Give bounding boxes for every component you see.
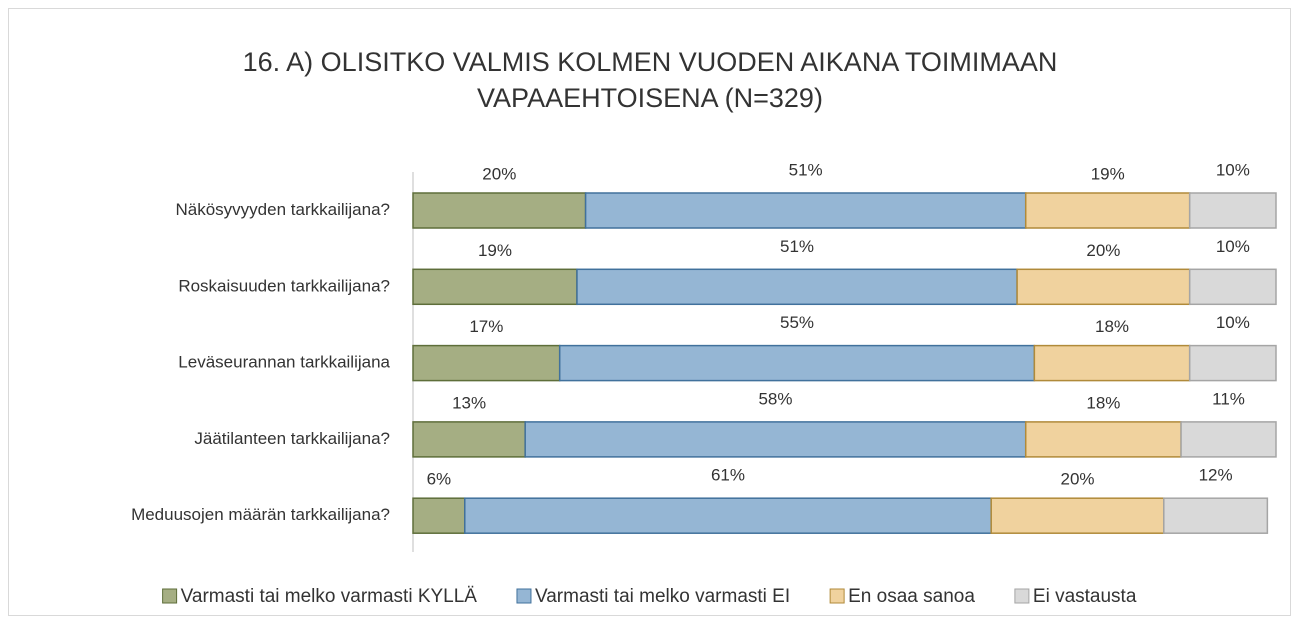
value-label: 6% [427, 470, 452, 489]
legend-swatch [829, 588, 845, 604]
value-label: 51% [780, 237, 814, 256]
value-label: 12% [1199, 466, 1233, 485]
bar-segment [990, 497, 1165, 534]
category-label: Meduusojen määrän tarkkailijana? [131, 505, 390, 524]
bar-segment [576, 268, 1018, 306]
legend-label: Varmasti tai melko varmasti KYLLÄ [181, 586, 478, 607]
chart-frame [8, 8, 1291, 616]
bar-segment [1188, 268, 1277, 306]
value-label: 18% [1095, 317, 1129, 336]
bar-segment [1033, 344, 1191, 382]
category-label: Leväseurannan tarkkailijana [178, 353, 390, 372]
legend-label: Varmasti tai melko varmasti EI [535, 586, 790, 607]
legend-swatch [162, 588, 178, 604]
category-label: Jäätilanteen tarkkailijana? [194, 429, 390, 448]
bar-segment [524, 421, 1027, 458]
legend-label: Ei vastausta [1033, 586, 1137, 607]
bar-segment [1016, 268, 1191, 306]
bar-segment [412, 497, 466, 534]
bar-segment [412, 344, 561, 382]
bar-segment [1024, 421, 1182, 458]
bar-segment [584, 192, 1027, 229]
bar-segment [1024, 192, 1191, 229]
value-label: 10% [1216, 160, 1250, 179]
value-label: 17% [469, 317, 503, 336]
legend-swatch [516, 588, 532, 604]
bar-segment [1188, 344, 1277, 382]
value-label: 58% [758, 389, 792, 408]
bar-segment [412, 421, 526, 458]
value-label: 11% [1212, 389, 1245, 408]
bar-segment [464, 497, 992, 534]
value-label: 55% [780, 313, 814, 332]
bar-segment [558, 344, 1036, 382]
value-label: 61% [711, 466, 745, 485]
bar-segment [412, 268, 578, 306]
chart-title: 16. A) OLISITKO VALMIS KOLMEN VUODEN AIK… [242, 47, 1058, 113]
value-label: 10% [1216, 313, 1250, 332]
value-label: 19% [1091, 164, 1125, 183]
value-label: 20% [1060, 470, 1094, 489]
value-label: 19% [478, 241, 512, 260]
value-label: 51% [789, 160, 823, 179]
value-label: 13% [452, 393, 486, 412]
legend-label: En osaa sanoa [848, 586, 975, 607]
bar-segment [1180, 421, 1277, 458]
value-label: 18% [1086, 393, 1120, 412]
bar-segment [1163, 497, 1269, 534]
category-label: Näkösyvyyden tarkkailijana? [176, 200, 391, 219]
value-label: 20% [1086, 241, 1120, 260]
category-label: Roskaisuuden tarkkailijana? [178, 276, 390, 295]
value-label: 20% [482, 164, 516, 183]
legend-swatch [1014, 588, 1030, 604]
bar-segment [412, 192, 587, 229]
bar-segment [1188, 192, 1277, 229]
value-label: 10% [1216, 237, 1250, 256]
